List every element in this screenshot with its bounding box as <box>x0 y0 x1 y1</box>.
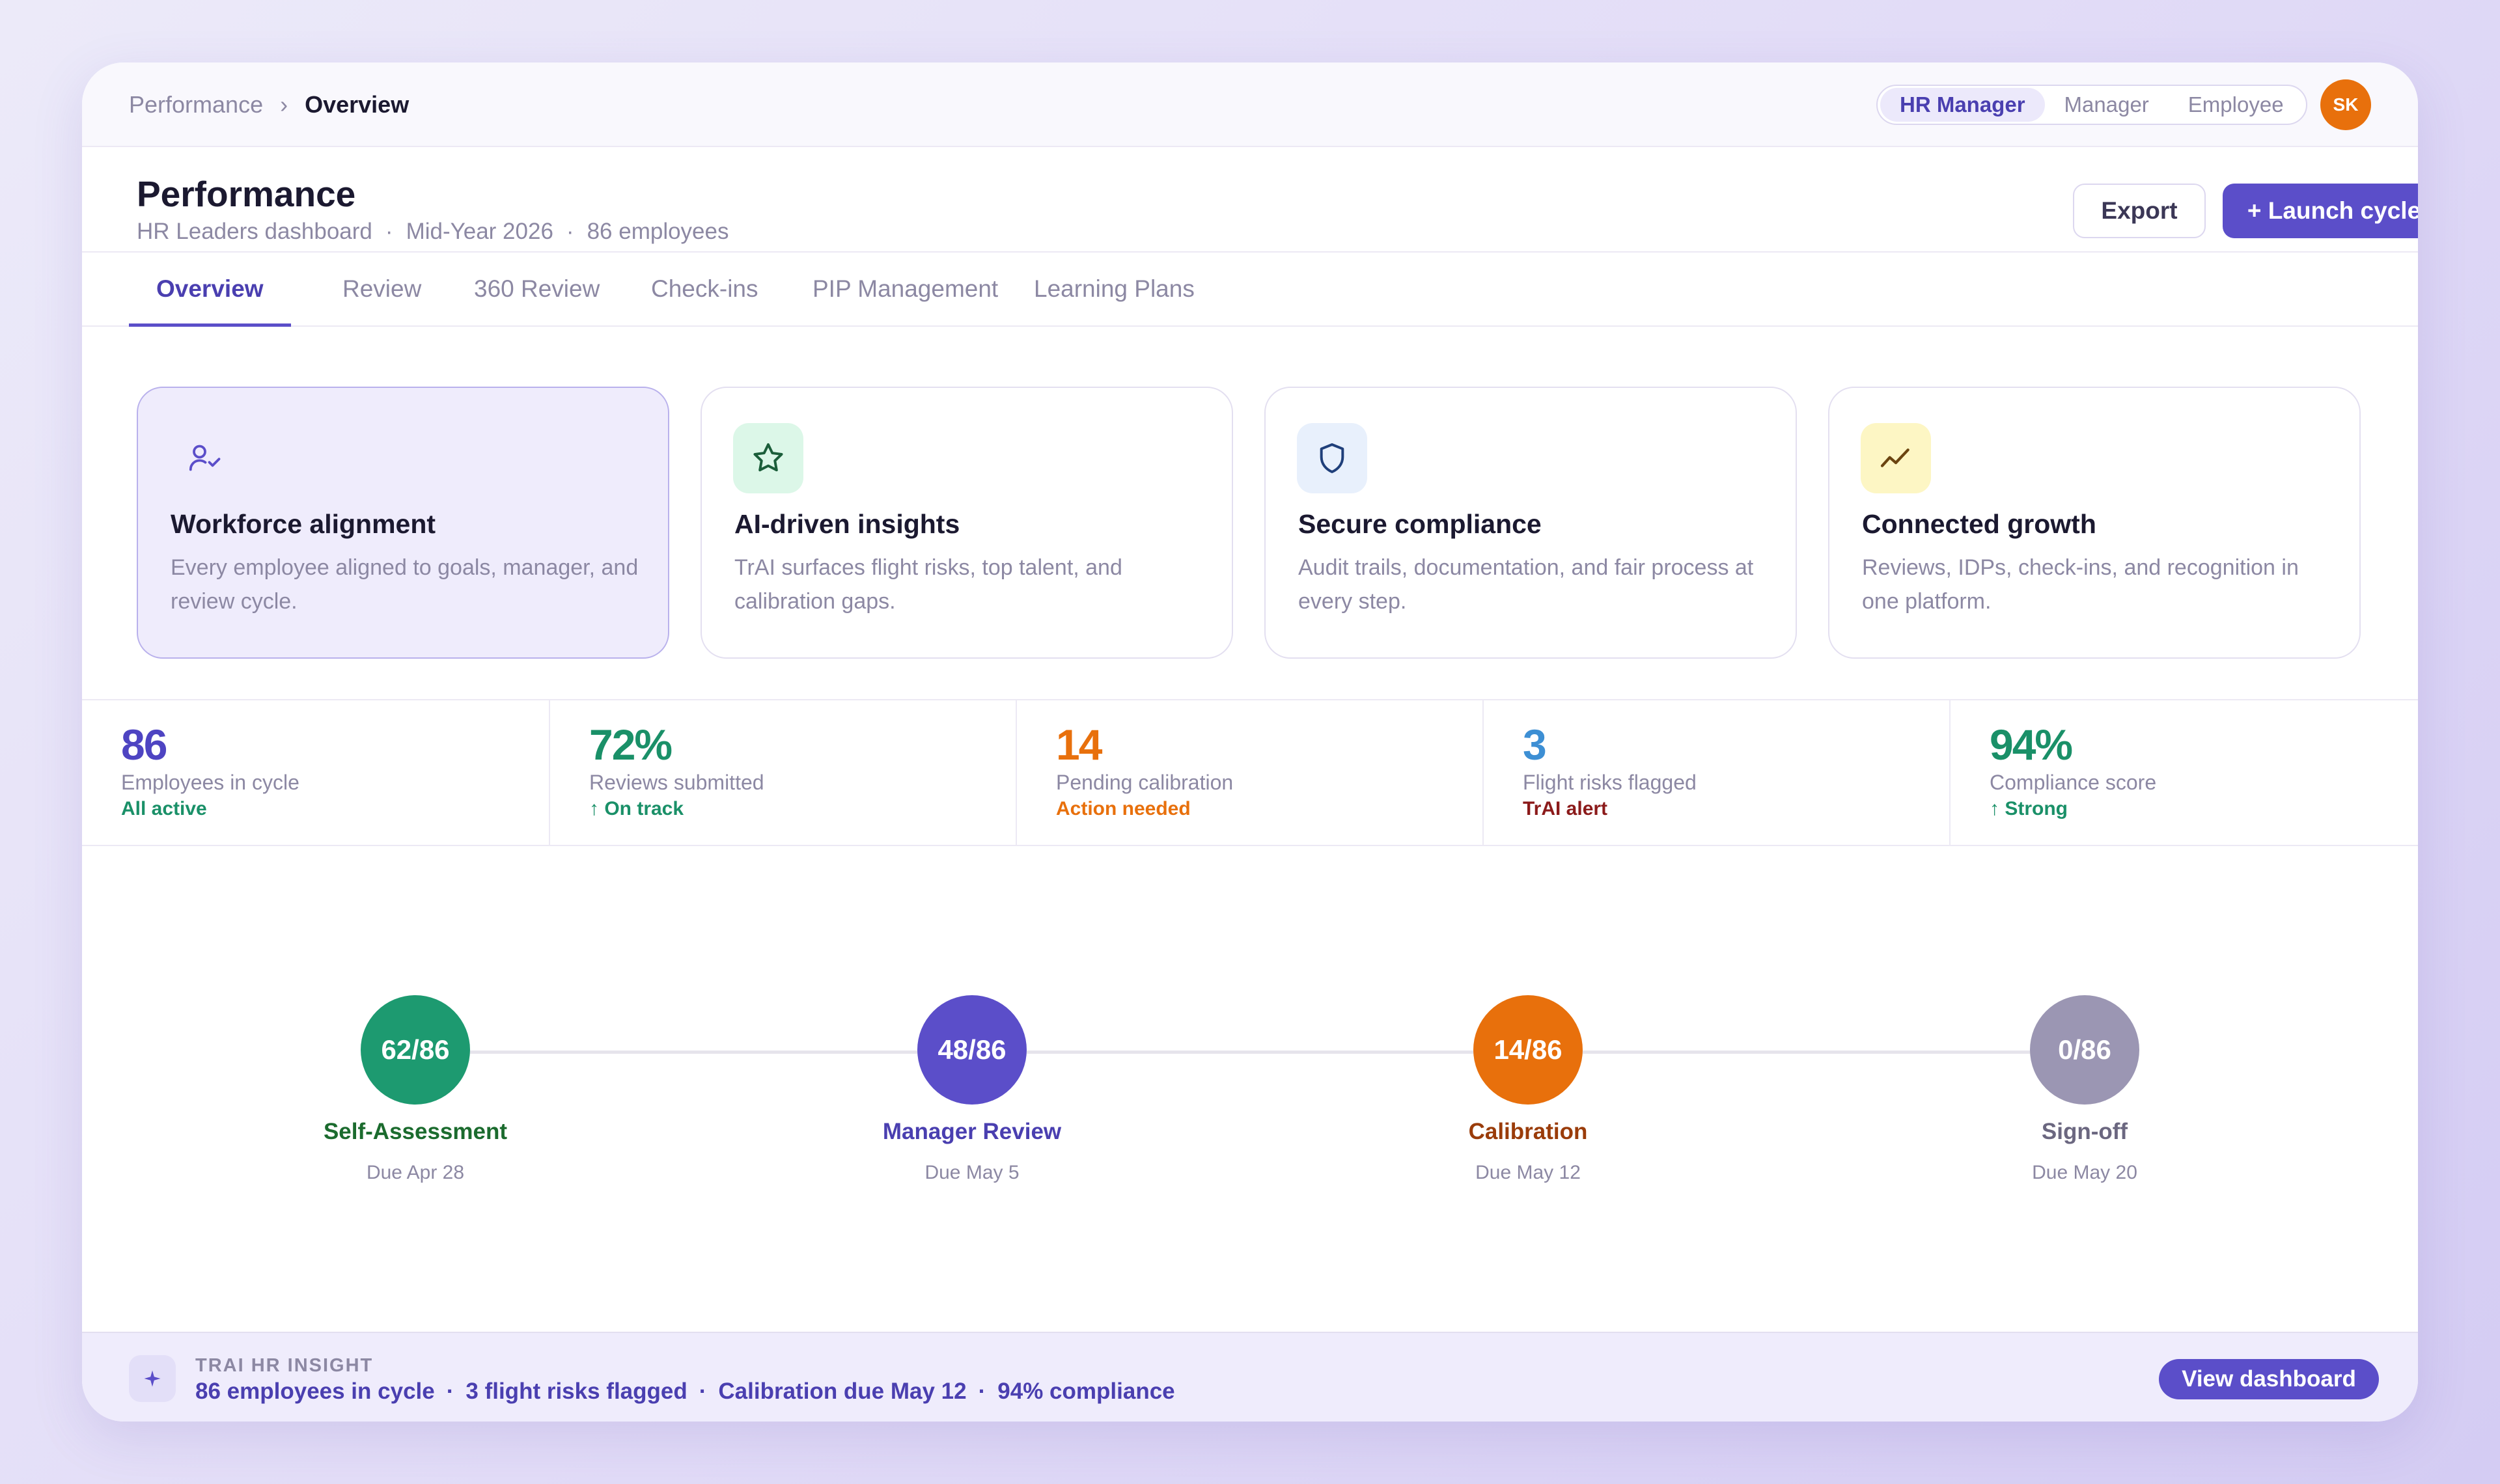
stat-label: Compliance score <box>1990 771 2157 794</box>
breadcrumb-separator: › <box>280 91 288 118</box>
stat-pending-calibration[interactable]: 14 Pending calibration Action needed <box>1016 700 1482 845</box>
avatar[interactable]: SK <box>2320 79 2371 130</box>
insight-separator: · <box>446 1379 454 1404</box>
stage-manager-review[interactable]: 48/86 Manager Review Due May 5 <box>809 995 1135 1184</box>
role-employee[interactable]: Employee <box>2188 92 2284 117</box>
stat-note: ↑ Strong <box>1990 798 2068 819</box>
stage-name: Sign-off <box>2041 1119 2128 1144</box>
feature-card-description: Every employee aligned to goals, manager… <box>171 555 639 614</box>
stage-due-date: Due Apr 28 <box>366 1162 465 1183</box>
page-subtitle: HR Leaders dashboard · Mid-Year 2026 · 8… <box>137 219 729 245</box>
stat-label: Employees in cycle <box>121 771 299 794</box>
stage-calibration[interactable]: 14/86 Calibration Due May 12 <box>1365 995 1691 1184</box>
stage-name: Self-Assessment <box>323 1119 508 1144</box>
subtitle-separator: · <box>566 219 574 244</box>
tab-bar: Overview Review 360 Review Check-ins PIP… <box>82 251 2418 327</box>
stats-row: 86 Employees in cycle All active 72% Rev… <box>82 699 2418 846</box>
tab-overview[interactable]: Overview <box>129 253 291 327</box>
view-dashboard-button[interactable]: View dashboard <box>2159 1359 2379 1399</box>
stat-label: Pending calibration <box>1056 771 1234 794</box>
pipeline-connector <box>415 1051 2085 1054</box>
stat-reviews-submitted[interactable]: 72% Reviews submitted ↑ On track <box>549 700 1016 845</box>
stat-compliance-score[interactable]: 94% Compliance score ↑ Strong <box>1949 700 2418 845</box>
export-button[interactable]: Export <box>2073 184 2206 238</box>
feature-card-title: Secure compliance <box>1298 509 1542 539</box>
insight-part: 86 employees in cycle <box>195 1379 435 1404</box>
app-window: Performance › Overview HR Manager Manage… <box>82 62 2418 1422</box>
feature-card-title: Workforce alignment <box>171 509 436 539</box>
stat-label: Reviews submitted <box>589 771 764 794</box>
stat-note: ↑ On track <box>589 798 684 819</box>
insight-part: 94% compliance <box>997 1379 1175 1404</box>
stat-flight-risks[interactable]: 3 Flight risks flagged TrAI alert <box>1482 700 1949 845</box>
stat-value: 3 <box>1523 721 1547 769</box>
subtitle-separator: · <box>385 219 393 244</box>
stat-value: 86 <box>121 721 167 769</box>
stage-count-circle: 14/86 <box>1473 995 1583 1105</box>
breadcrumb: Performance › Overview <box>129 91 409 118</box>
stat-value: 94% <box>1990 721 2073 769</box>
feature-card-title: AI-driven insights <box>734 509 960 539</box>
insight-part: 3 flight risks flagged <box>465 1379 688 1404</box>
launch-cycle-button[interactable]: + Launch cycle <box>2223 184 2418 238</box>
stage-count-circle: 48/86 <box>917 995 1027 1105</box>
feature-card-secure-compliance[interactable]: Secure compliance Audit trails, document… <box>1264 387 1797 659</box>
insight-label: TRAI HR INSIGHT <box>195 1355 374 1376</box>
stage-sign-off[interactable]: 0/86 Sign-off Due May 20 <box>1922 995 2247 1184</box>
subtitle-dashboard: HR Leaders dashboard <box>137 219 372 244</box>
role-manager[interactable]: Manager <box>2064 92 2149 117</box>
insight-separator: · <box>978 1379 986 1404</box>
sparkle-icon <box>129 1355 176 1402</box>
top-bar: Performance › Overview HR Manager Manage… <box>82 62 2418 147</box>
role-hr-manager[interactable]: HR Manager <box>1880 88 2045 122</box>
stage-due-date: Due May 5 <box>924 1162 1020 1183</box>
stat-label: Flight risks flagged <box>1523 771 1697 794</box>
subtitle-headcount: 86 employees <box>587 219 729 244</box>
stat-value: 14 <box>1056 721 1102 769</box>
subtitle-cycle: Mid-Year 2026 <box>406 219 553 244</box>
stage-name: Calibration <box>1468 1119 1588 1144</box>
feature-card-workforce-alignment[interactable]: Workforce alignment Every employee align… <box>137 387 669 659</box>
tab-360-review[interactable]: 360 Review <box>474 275 600 302</box>
page-title: Performance <box>137 174 356 214</box>
stage-count-circle: 0/86 <box>2030 995 2139 1105</box>
feature-card-description: Audit trails, documentation, and fair pr… <box>1298 555 1754 614</box>
insight-separator: · <box>699 1379 707 1404</box>
stage-due-date: Due May 12 <box>1475 1162 1581 1183</box>
stat-employees[interactable]: 86 Employees in cycle All active <box>82 700 549 845</box>
tab-learning-plans[interactable]: Learning Plans <box>1034 275 1195 302</box>
trend-line-icon <box>1861 423 1931 493</box>
stat-note: Action needed <box>1056 798 1191 819</box>
feature-card-description: TrAI surfaces flight risks, top talent, … <box>734 555 1122 614</box>
feature-card-description: Reviews, IDPs, check-ins, and recognitio… <box>1862 555 2299 614</box>
tab-review[interactable]: Review <box>342 275 422 302</box>
feature-card-ai-insights[interactable]: AI-driven insights TrAI surfaces flight … <box>701 387 1233 659</box>
breadcrumb-performance[interactable]: Performance <box>129 91 264 118</box>
tab-pip-management[interactable]: PIP Management <box>812 275 999 302</box>
user-check-icon <box>169 423 240 493</box>
breadcrumb-current: Overview <box>305 91 410 118</box>
stage-due-date: Due May 20 <box>2032 1162 2137 1183</box>
insight-part: Calibration due May 12 <box>718 1379 967 1404</box>
stat-note: All active <box>121 798 207 819</box>
stat-note: TrAI alert <box>1523 798 1608 819</box>
feature-card-title: Connected growth <box>1862 509 2096 539</box>
feature-card-connected-growth[interactable]: Connected growth Reviews, IDPs, check-in… <box>1828 387 2361 659</box>
shield-icon <box>1297 423 1367 493</box>
tab-check-ins[interactable]: Check-ins <box>651 275 758 302</box>
stat-value: 72% <box>589 721 673 769</box>
role-switcher: HR Manager Manager Employee <box>1876 85 2307 125</box>
star-icon <box>733 423 803 493</box>
stage-self-assessment[interactable]: 62/86 Self-Assessment Due Apr 28 <box>253 995 578 1184</box>
insight-summary: 86 employees in cycle · 3 flight risks f… <box>195 1379 1175 1405</box>
stage-name: Manager Review <box>882 1119 1062 1144</box>
stage-count-circle: 62/86 <box>361 995 470 1105</box>
insight-bar: TRAI HR INSIGHT 86 employees in cycle · … <box>82 1332 2418 1422</box>
